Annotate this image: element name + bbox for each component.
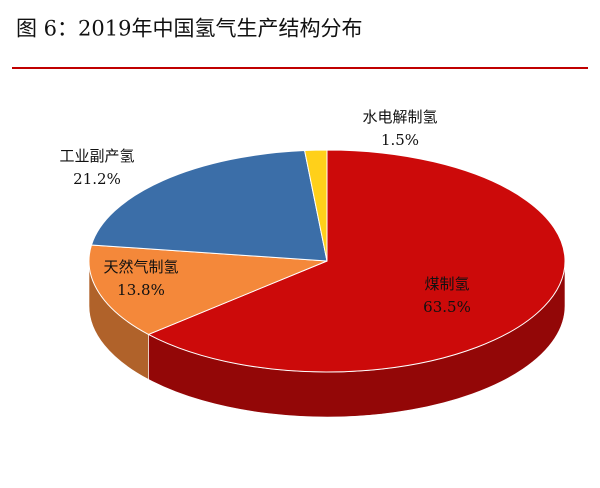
slice-value-label: 13.8% <box>117 281 165 299</box>
pie-slice <box>303 149 328 262</box>
slice-label: 煤制氢 <box>424 275 469 293</box>
pie-slice <box>147 149 566 373</box>
slice-label: 天然气制氢 <box>103 258 178 276</box>
pie-slice <box>90 149 328 262</box>
slice-label: 工业副产氢 <box>59 147 134 165</box>
pie <box>88 149 566 418</box>
pie-slice <box>88 244 328 335</box>
slice-label: 水电解制氢 <box>362 108 437 126</box>
slice-value-label: 63.5% <box>423 298 471 316</box>
slice-value-label: 21.2% <box>73 170 121 188</box>
chart-title: 图 6：2019年中国氢气生产结构分布 <box>16 17 362 41</box>
slice-value-label: 1.5% <box>381 131 419 149</box>
